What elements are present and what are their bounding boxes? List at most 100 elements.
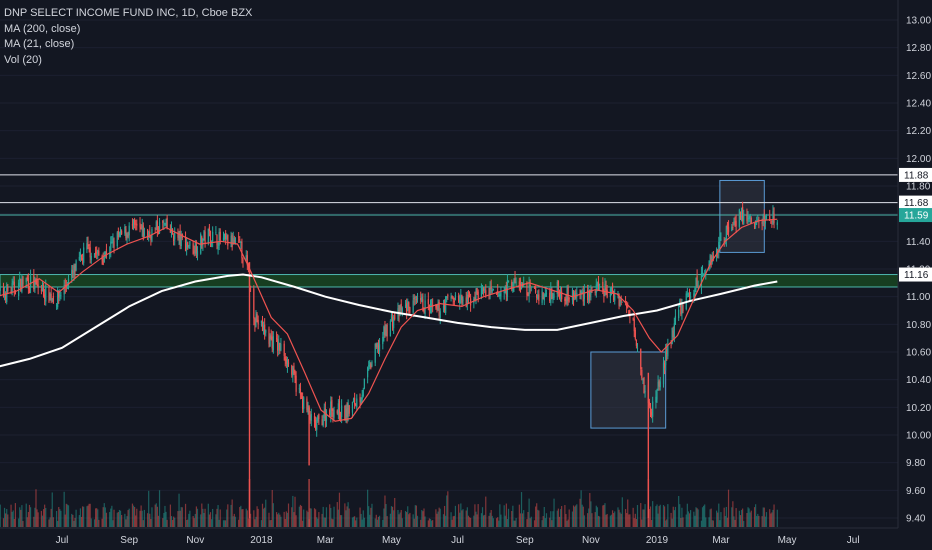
candle-body: [336, 410, 338, 414]
price-badge-label-1: 11.68: [904, 198, 929, 209]
candle-body: [556, 281, 558, 295]
volume-bar: [369, 514, 371, 527]
volume-bar: [361, 519, 363, 527]
candle-body: [628, 310, 630, 315]
candle: [60, 291, 62, 300]
candle: [5, 291, 7, 304]
volume-bar: [201, 503, 203, 527]
indicator-ma21[interactable]: MA (21, close): [4, 38, 75, 50]
volume-bar: [561, 506, 563, 527]
candle: [583, 284, 585, 306]
candle: [659, 376, 661, 391]
candle: [598, 283, 601, 291]
volume-bar: [177, 511, 179, 527]
candle-body: [401, 308, 403, 312]
candle: [41, 280, 44, 292]
volume-bar: [748, 508, 750, 527]
volume-bar: [386, 516, 388, 527]
volume-bar: [559, 509, 562, 527]
volume-bar: [0, 504, 1, 527]
candle-body: [232, 237, 234, 245]
candle-body: [14, 291, 16, 294]
volume-bar: [78, 515, 80, 527]
candle-body: [709, 255, 711, 265]
volume-bar: [499, 504, 501, 527]
volume-bar: [413, 518, 415, 527]
candle-body: [362, 390, 364, 397]
volume-bar: [42, 509, 45, 527]
candle: [656, 388, 658, 403]
candle-body: [583, 290, 585, 300]
volume-bar: [93, 519, 96, 527]
volume-bar: [260, 520, 263, 527]
volume-bar: [474, 504, 476, 527]
volume-bar: [155, 503, 157, 527]
candle: [376, 342, 378, 353]
time-axis[interactable]: Jul Sep Nov 2018 Mar May Jul Sep Nov 2019 Mar May Ju…: [0, 527, 932, 550]
indicator-ma200[interactable]: MA (200, close): [4, 22, 81, 35]
volume-bar: [583, 515, 585, 527]
candle-body: [672, 330, 674, 338]
candle-body: [776, 222, 778, 226]
candle-body: [666, 348, 668, 355]
chart-title[interactable]: DNP SELECT INCOME FUND INC, 1D, Cboe BZX: [4, 7, 253, 19]
candle-body: [112, 238, 114, 243]
candle-body: [477, 291, 479, 299]
candle-body: [264, 324, 266, 335]
volume-bar: [695, 507, 697, 527]
candle-body: [118, 233, 121, 236]
candle: [703, 273, 705, 277]
candle-body: [568, 298, 570, 300]
candle: [375, 342, 377, 350]
candle-body: [162, 221, 164, 223]
volume-bar: [610, 514, 613, 527]
candle: [511, 279, 513, 292]
volume-bar: [225, 520, 227, 527]
candle: [75, 259, 77, 272]
candle: [111, 235, 113, 244]
candle-body: [435, 304, 437, 308]
volume-bar: [193, 518, 195, 527]
candle-body: [437, 303, 439, 311]
volume-bar: [347, 502, 349, 527]
candle-body: [551, 290, 553, 299]
moving-averages-layer: [0, 218, 778, 422]
candle: [374, 342, 376, 367]
volume-bar: [317, 518, 319, 527]
candle: [397, 302, 399, 321]
volume-bar: [771, 512, 773, 527]
candle: [610, 286, 613, 296]
candle: [135, 219, 137, 231]
candle: [363, 378, 365, 390]
candle-body: [356, 398, 358, 408]
candle-body: [93, 253, 96, 258]
volume-bar: [173, 516, 175, 527]
candle-body: [500, 290, 502, 297]
candle: [587, 284, 589, 304]
volume-bar: [240, 505, 242, 527]
volume-bar: [604, 503, 606, 527]
candle: [337, 399, 339, 420]
candle-body: [73, 265, 75, 275]
volume-bar: [80, 516, 83, 527]
volume-bar: [438, 507, 440, 527]
candle: [406, 298, 408, 320]
candle: [568, 296, 570, 303]
candle: [769, 209, 771, 221]
indicator-volume[interactable]: Vol (20): [4, 53, 42, 66]
candle: [421, 293, 423, 303]
volume-bar: [124, 513, 126, 527]
volume-bar: [673, 510, 675, 527]
volume-bar: [461, 510, 463, 527]
candle: [361, 389, 363, 403]
volume-bar: [391, 506, 394, 527]
price-axis[interactable]: 13.0012.8012.6012.4012.2012.0011.8011.60…: [897, 0, 932, 550]
volume-bar: [732, 501, 734, 527]
volume-bar: [6, 509, 8, 527]
candle: [476, 287, 478, 295]
candle-body: [219, 231, 221, 241]
candle: [446, 296, 448, 303]
candle: [329, 408, 331, 417]
volume-bar: [454, 505, 457, 527]
